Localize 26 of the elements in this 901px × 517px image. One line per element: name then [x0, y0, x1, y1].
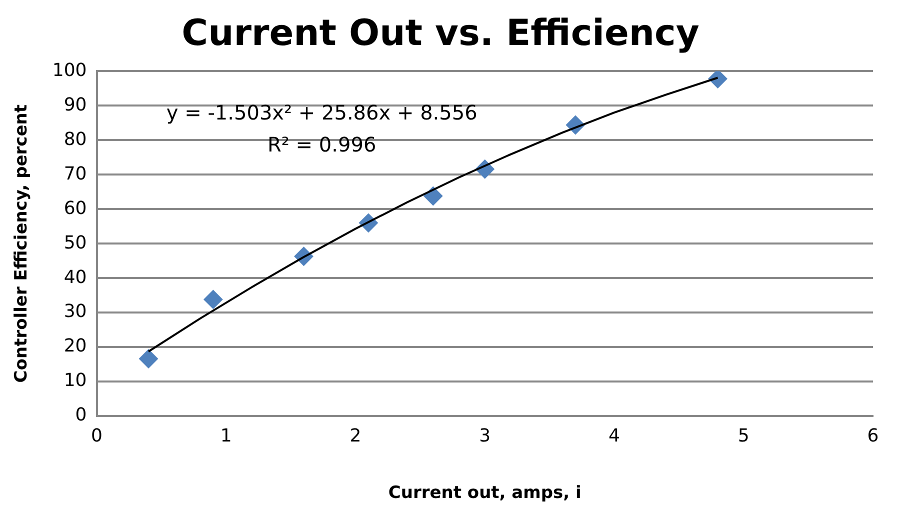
chart-title: Current Out vs. Efficiency: [182, 12, 700, 54]
y-tick-label: 100: [52, 60, 87, 81]
point: [708, 71, 728, 88]
y-tick-label: 70: [64, 163, 87, 184]
y-axis-title: Controller Efficiency, percent: [12, 104, 32, 383]
y-tick-label: 10: [64, 370, 87, 392]
x-axis-title: Current out, amps, i: [388, 483, 582, 504]
y-tick-label: 80: [64, 128, 87, 150]
annotation: R² = 0.996: [268, 132, 376, 156]
point: [139, 349, 158, 368]
y-tick-label: 40: [64, 266, 87, 288]
x-tick-label: 6: [867, 425, 879, 446]
y-tick-label: 30: [64, 301, 87, 322]
x-tick-label: 0: [91, 425, 102, 446]
y-tick-label: 0: [75, 404, 87, 426]
x-tick-label: 5: [738, 425, 750, 446]
annotation: y = -1.503x² + 25.86x + 8.556: [166, 100, 478, 124]
point: [204, 290, 223, 309]
x-tick-label: 3: [479, 425, 491, 446]
y-tick-label: 60: [64, 198, 87, 219]
x-tick-label: 2: [350, 425, 362, 446]
x-tick-label: 4: [608, 425, 620, 446]
x-tick-label: 1: [220, 425, 232, 446]
y-tick-label: 20: [64, 336, 87, 357]
y-tick-label: 90: [64, 94, 87, 116]
y-tick-label: 50: [64, 232, 87, 254]
